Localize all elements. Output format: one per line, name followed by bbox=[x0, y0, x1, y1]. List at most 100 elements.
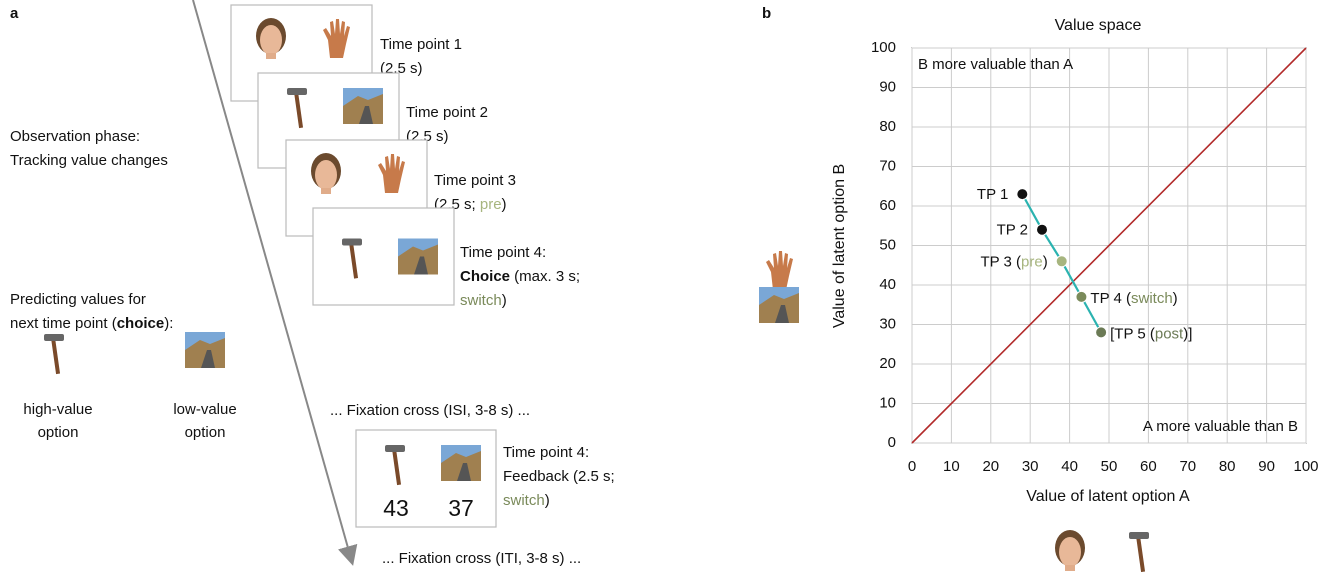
hand-icon bbox=[766, 251, 793, 290]
card-caption: switch) bbox=[503, 492, 550, 509]
y-tick-label: 10 bbox=[879, 394, 896, 411]
head bbox=[44, 334, 64, 341]
text-segment: post bbox=[1155, 325, 1184, 342]
y-tick-label: 50 bbox=[879, 236, 896, 253]
landscape-icon bbox=[441, 445, 481, 481]
panel-label: b bbox=[762, 5, 771, 22]
handle bbox=[51, 340, 60, 374]
text-segment: next time point ( bbox=[10, 315, 117, 332]
x-tick-label: 0 bbox=[908, 458, 916, 475]
head bbox=[1129, 532, 1149, 539]
y-tick-label: 20 bbox=[879, 355, 896, 372]
card-value: 37 bbox=[448, 495, 474, 521]
phase-label: Observation phase: bbox=[10, 128, 140, 145]
fixation-text: ... Fixation cross (ISI, 3-8 s) ... bbox=[330, 402, 530, 419]
x-tick-label: 100 bbox=[1293, 458, 1318, 475]
text-segment: Feedback (2.5 s; bbox=[503, 468, 615, 485]
text-segment: choice bbox=[117, 315, 165, 332]
hammer-icon bbox=[1129, 532, 1149, 572]
option-label: option bbox=[185, 424, 226, 441]
landscape-icon bbox=[185, 332, 225, 368]
phase-label: Tracking value changes bbox=[10, 152, 168, 169]
x-tick-label: 60 bbox=[1140, 458, 1157, 475]
y-axis-label: Value of latent option B bbox=[831, 164, 848, 328]
head bbox=[287, 88, 307, 95]
point-label: TP 1 bbox=[977, 186, 1008, 203]
head bbox=[385, 445, 405, 452]
text-segment: TP 3 ( bbox=[980, 253, 1021, 270]
y-tick-label: 80 bbox=[879, 118, 896, 135]
option-label: option bbox=[38, 424, 79, 441]
y-tick-label: 70 bbox=[879, 157, 896, 174]
handle bbox=[1136, 538, 1145, 572]
text-segment: TP 4 ( bbox=[1090, 290, 1131, 307]
card-caption: Choice (max. 3 s; bbox=[460, 268, 580, 285]
point-label: [TP 5 (post)] bbox=[1110, 325, 1192, 342]
text-segment: Time point 3 bbox=[434, 172, 516, 189]
text-segment: TP 1 bbox=[977, 186, 1008, 203]
text-segment: pre bbox=[480, 196, 502, 213]
card-caption: Time point 4: bbox=[503, 444, 589, 461]
text-segment: Time point 4: bbox=[503, 444, 589, 461]
text-segment: ) bbox=[1173, 290, 1178, 307]
skin bbox=[315, 160, 337, 190]
hammer-icon bbox=[44, 334, 64, 374]
y-tick-label: 30 bbox=[879, 315, 896, 332]
text-segment: [TP 5 ( bbox=[1110, 325, 1155, 342]
card-caption: Feedback (2.5 s; bbox=[503, 468, 615, 485]
text-segment: (max. 3 s; bbox=[510, 268, 580, 285]
card-caption: Time point 3 bbox=[434, 172, 516, 189]
text-segment: ) bbox=[502, 196, 507, 213]
figure: a b Value space Value of latent option A… bbox=[0, 0, 1335, 572]
landscape-icon bbox=[759, 287, 799, 323]
region-label: B more valuable than A bbox=[918, 56, 1073, 73]
x-tick-label: 50 bbox=[1101, 458, 1118, 475]
x-tick-label: 90 bbox=[1258, 458, 1275, 475]
text-segment: Time point 2 bbox=[406, 104, 488, 121]
panel-label: a bbox=[10, 5, 19, 22]
page: a b Value space Value of latent option A… bbox=[0, 0, 1335, 577]
hand-shape bbox=[766, 251, 793, 290]
text-segment: ): bbox=[164, 315, 173, 332]
point-label: TP 2 bbox=[997, 222, 1028, 239]
neck bbox=[321, 188, 331, 194]
landscape-icon bbox=[398, 239, 438, 275]
data-point bbox=[1056, 256, 1067, 267]
x-tick-label: 70 bbox=[1179, 458, 1196, 475]
text-segment: )] bbox=[1183, 325, 1192, 342]
text-segment: Time point 4: bbox=[460, 244, 546, 261]
x-tick-label: 30 bbox=[1022, 458, 1039, 475]
text-segment: switch bbox=[460, 292, 502, 309]
text-segment: switch bbox=[1131, 290, 1173, 307]
fixation-text: ... Fixation cross (ITI, 3-8 s) ... bbox=[382, 550, 581, 567]
skin bbox=[260, 25, 282, 55]
data-point bbox=[1017, 189, 1028, 200]
y-tick-label: 40 bbox=[879, 276, 896, 293]
text-segment: ) bbox=[502, 292, 507, 309]
text-segment: ) bbox=[545, 492, 550, 509]
text-segment: switch bbox=[503, 492, 545, 509]
face-icon bbox=[1055, 530, 1085, 571]
region-label: A more valuable than B bbox=[1143, 418, 1298, 435]
x-tick-label: 80 bbox=[1219, 458, 1236, 475]
x-tick-label: 40 bbox=[1061, 458, 1078, 475]
option-label: high-value bbox=[23, 401, 92, 418]
data-point bbox=[1076, 291, 1087, 302]
text-segment: Choice bbox=[460, 268, 510, 285]
head bbox=[342, 239, 362, 246]
x-tick-label: 20 bbox=[982, 458, 999, 475]
chart-title: Value space bbox=[1055, 17, 1142, 34]
landscape-icon bbox=[343, 88, 383, 124]
phase-label: Predicting values for bbox=[10, 291, 146, 308]
skin bbox=[1059, 537, 1081, 567]
card-caption: switch) bbox=[460, 292, 507, 309]
y-tick-label: 60 bbox=[879, 197, 896, 214]
text-segment: Predicting values for bbox=[10, 291, 146, 308]
neck bbox=[266, 53, 276, 59]
card-caption: Time point 2 bbox=[406, 104, 488, 121]
text-segment: Time point 1 bbox=[380, 36, 462, 53]
text-segment: ) bbox=[1043, 253, 1048, 270]
y-tick-label: 0 bbox=[888, 434, 896, 451]
text-segment: pre bbox=[1021, 253, 1043, 270]
point-label: TP 3 (pre) bbox=[980, 253, 1047, 270]
